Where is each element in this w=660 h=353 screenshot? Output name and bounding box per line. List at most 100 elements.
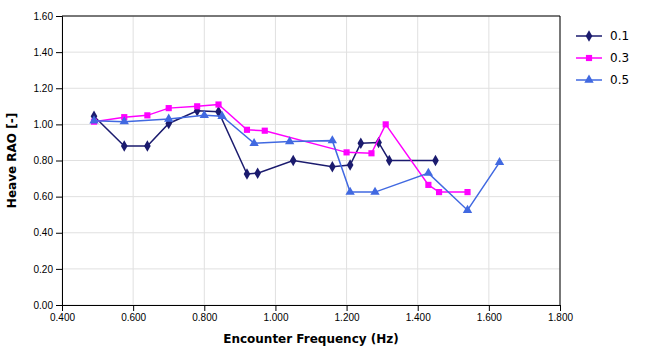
tick: 1.800 <box>548 305 573 323</box>
marks <box>89 101 504 212</box>
x-axis: 0.400 0.600 0.800 1.000 1.200 1.400 1.600 1.800 <box>50 305 573 323</box>
grid-line <box>62 232 560 233</box>
tick: 0.800 <box>192 305 217 323</box>
point <box>144 112 150 118</box>
grid-line <box>62 124 560 125</box>
point <box>262 128 268 134</box>
tick: 1.20 <box>34 83 62 94</box>
tick-label: 1.60 <box>34 11 54 22</box>
point <box>249 138 258 146</box>
point <box>217 111 226 119</box>
chart: 0.400 0.600 0.800 1.000 1.200 1.400 1.600 1.800… <box>0 0 660 353</box>
tick-mark <box>56 52 62 53</box>
tick-label: 0.800 <box>192 312 217 323</box>
series <box>91 101 471 195</box>
point <box>200 110 209 118</box>
grid-line <box>62 196 560 197</box>
tick: 0.80 <box>34 155 62 166</box>
tick-mark <box>56 305 62 306</box>
point <box>328 135 337 143</box>
tick-label: 1.20 <box>34 83 54 94</box>
series <box>89 110 504 213</box>
tick-mark <box>204 305 205 311</box>
legend-label: 0.1 <box>610 29 629 43</box>
tick: 0.600 <box>121 305 146 323</box>
tick-label: 0.80 <box>34 155 54 166</box>
legend-marker <box>586 55 592 61</box>
tick-label: 0.20 <box>34 264 54 275</box>
point <box>215 101 221 107</box>
tick: 1.00 <box>34 119 62 130</box>
tick-mark <box>489 305 490 311</box>
grid-line <box>62 52 560 53</box>
tick-mark <box>133 305 134 311</box>
tick-label: 0.400 <box>50 312 75 323</box>
axis-line <box>56 17 63 306</box>
tick: 0.400 <box>50 305 75 323</box>
legend-item: 0.1 <box>576 29 629 43</box>
legend-item: 0.3 <box>576 51 629 65</box>
tick: 1.40 <box>34 47 62 58</box>
point <box>368 150 374 156</box>
tick: 0.00 <box>34 300 62 311</box>
tick-mark <box>275 305 276 311</box>
legend-label: 0.3 <box>610 51 629 65</box>
point <box>290 155 297 166</box>
point <box>166 105 172 111</box>
point <box>386 155 393 166</box>
grid-line <box>560 16 561 305</box>
point <box>254 167 261 178</box>
tick-mark <box>560 305 561 311</box>
frame-line <box>62 16 560 17</box>
tick-label: 1.40 <box>34 47 54 58</box>
point <box>329 161 336 172</box>
tick-mark <box>56 161 62 162</box>
point <box>144 140 151 151</box>
tick-mark <box>56 197 62 198</box>
axis-line <box>63 306 561 312</box>
tick-mark <box>56 269 62 270</box>
tick-label: 1.800 <box>548 312 573 323</box>
tick: 1.60 <box>34 11 62 22</box>
point <box>424 168 433 176</box>
point <box>89 115 98 123</box>
grid-line <box>62 268 560 269</box>
y-axis: 0.00 0.20 0.40 0.60 0.80 1.00 1.20 1.40 1.60 <box>34 11 63 311</box>
tick-label: 0.60 <box>34 191 54 202</box>
y-axis-title: Heave RAO [-] <box>5 113 19 208</box>
point <box>164 114 173 122</box>
frame-line <box>560 16 561 305</box>
point <box>347 159 354 170</box>
point <box>244 168 251 179</box>
tick-mark <box>56 16 62 17</box>
plot: 0.400 0.600 0.800 1.000 1.200 1.400 1.600 1.800… <box>34 11 574 323</box>
point <box>121 140 128 151</box>
tick-label: 1.000 <box>263 312 288 323</box>
tick-mark <box>347 305 348 311</box>
tick-mark <box>56 124 62 125</box>
point <box>244 127 250 133</box>
tick-label: 1.00 <box>34 119 54 130</box>
point <box>495 157 504 165</box>
point <box>383 121 389 127</box>
legend-marker <box>584 75 593 83</box>
point <box>463 205 472 213</box>
tick: 1.200 <box>335 305 360 323</box>
point <box>194 103 200 109</box>
tick: 1.400 <box>406 305 431 323</box>
tick-label: 1.600 <box>477 312 502 323</box>
x-axis-title: Encounter Frequency (Hz) <box>223 332 399 346</box>
tick: 0.40 <box>34 227 62 238</box>
tick-label: 0.00 <box>34 300 54 311</box>
point <box>285 136 294 144</box>
tick-mark <box>56 233 62 234</box>
tick-mark <box>56 88 62 89</box>
point <box>120 116 129 124</box>
tick: 0.20 <box>34 264 62 275</box>
grid-line <box>62 16 560 17</box>
tick-label: 0.600 <box>121 312 146 323</box>
tick: 0.60 <box>34 191 62 202</box>
point <box>370 187 379 195</box>
grid <box>62 16 560 305</box>
tick: 1.000 <box>263 305 288 323</box>
